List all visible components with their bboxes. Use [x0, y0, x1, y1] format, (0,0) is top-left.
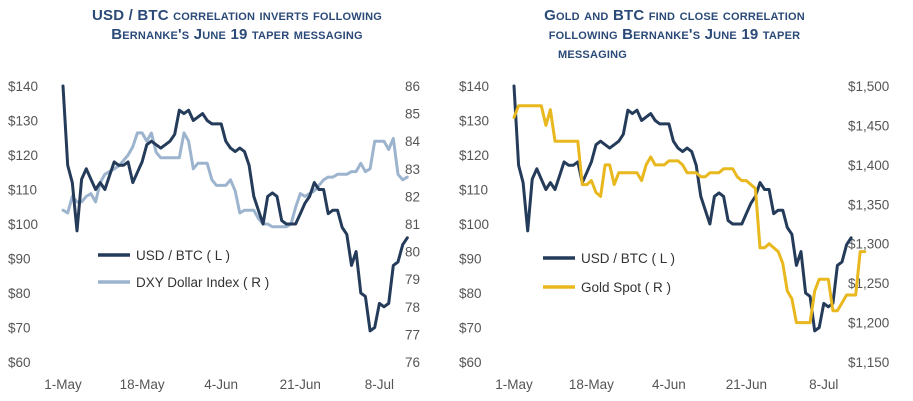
chart-panel-right: Gold and BTC find close correlation foll…	[456, 0, 913, 401]
y-left-tick-label: $70	[459, 321, 482, 336]
chart-title: Gold and BTC find close correlation foll…	[456, 6, 893, 63]
y-right-tick-label: $1,350	[848, 197, 889, 212]
y-right-tick-label: $1,400	[848, 158, 889, 173]
y-left-tick-label: $60	[459, 355, 482, 370]
x-tick-label: 21-Jun	[280, 377, 321, 392]
y-left-tick-label: $110	[8, 183, 37, 198]
y-left-tick-label: $140	[8, 79, 38, 94]
chart-title: USD / BTC correlation inverts following …	[18, 6, 456, 44]
y-left-tick-label: $70	[8, 321, 31, 336]
x-tick-label: 4-Jun	[204, 377, 238, 392]
legend-label: Gold Spot ( R )	[581, 280, 671, 295]
y-right-tick-label: 79	[405, 272, 420, 287]
y-left-tick-label: $90	[459, 252, 482, 267]
x-tick-label: 1-May	[495, 377, 533, 392]
y-right-tick-label: 80	[405, 245, 420, 260]
chart-panel-left: USD / BTC correlation inverts following …	[0, 0, 456, 401]
y-right-tick-label: 84	[405, 134, 421, 149]
chart-title-line: Gold and BTC find close correlation	[544, 7, 805, 24]
x-tick-label: 21-Jun	[726, 377, 767, 392]
chart-svg-left: $60 $70 $80 $90 $100 $110 $120 $130 $140 76 77 78 79…	[8, 79, 421, 392]
y-right-tick-label: 86	[405, 79, 420, 94]
legend-label: USD / BTC ( L )	[581, 251, 675, 266]
y-left-tick-label: $140	[459, 79, 489, 94]
series-line-0	[61, 84, 409, 333]
chart-title-line: messaging	[558, 45, 628, 62]
y-left-tick-label: $110	[459, 183, 488, 198]
y-right-tick-label: $1,300	[848, 237, 889, 252]
y-left-tick-label: $90	[8, 252, 31, 267]
x-tick-label: 4-Jun	[652, 377, 686, 392]
y-right-tick-label: $1,150	[848, 355, 889, 370]
x-tick-label: 8-Jul	[809, 377, 838, 392]
y-left-tick-label: $120	[8, 148, 38, 163]
y-left-tick-label: $80	[459, 286, 482, 301]
y-right-tick-label: 81	[405, 217, 420, 232]
y-right-tick-label: 82	[405, 189, 420, 204]
y-right-tick-label: $1,450	[848, 118, 889, 133]
y-right-tick-label: $1,250	[848, 276, 889, 291]
y-left-tick-label: $130	[8, 114, 38, 129]
chart-title-line: USD / BTC correlation inverts following	[91, 7, 383, 24]
y-right-tick-label: 85	[405, 107, 420, 122]
series-line-0	[512, 84, 853, 333]
series-line-1	[61, 131, 409, 229]
chart-title-line: following Bernanke's June 19 taper	[548, 26, 801, 43]
y-right-tick-label: $1,500	[848, 79, 889, 94]
y-left-tick-label: $100	[8, 217, 38, 232]
y-right-tick-label: 77	[405, 327, 420, 342]
y-left-tick-label: $130	[459, 114, 489, 129]
chart-svg-right: $60 $70 $80 $90 $100 $110 $120 $130 $140 $1,150 $1…	[459, 79, 889, 392]
x-tick-label: 18-May	[569, 377, 614, 392]
y-left-tick-label: $100	[459, 217, 489, 232]
y-right-tick-label: 78	[405, 300, 420, 315]
y-left-tick-label: $80	[8, 286, 31, 301]
x-tick-label: 1-May	[44, 377, 82, 392]
legend-label: USD / BTC ( L )	[136, 248, 230, 263]
chart-title-line: Bernanke's June 19 taper messaging	[111, 26, 363, 43]
y-right-tick-label: 83	[405, 162, 420, 177]
legend-label: DXY Dollar Index ( R )	[136, 275, 269, 290]
x-tick-label: 18-May	[120, 377, 165, 392]
y-left-tick-label: $120	[459, 148, 489, 163]
y-right-tick-label: $1,200	[848, 316, 889, 331]
series-line-1	[512, 104, 867, 325]
y-right-tick-label: 76	[405, 355, 420, 370]
y-left-tick-label: $60	[8, 355, 31, 370]
x-tick-label: 8-Jul	[365, 377, 394, 392]
